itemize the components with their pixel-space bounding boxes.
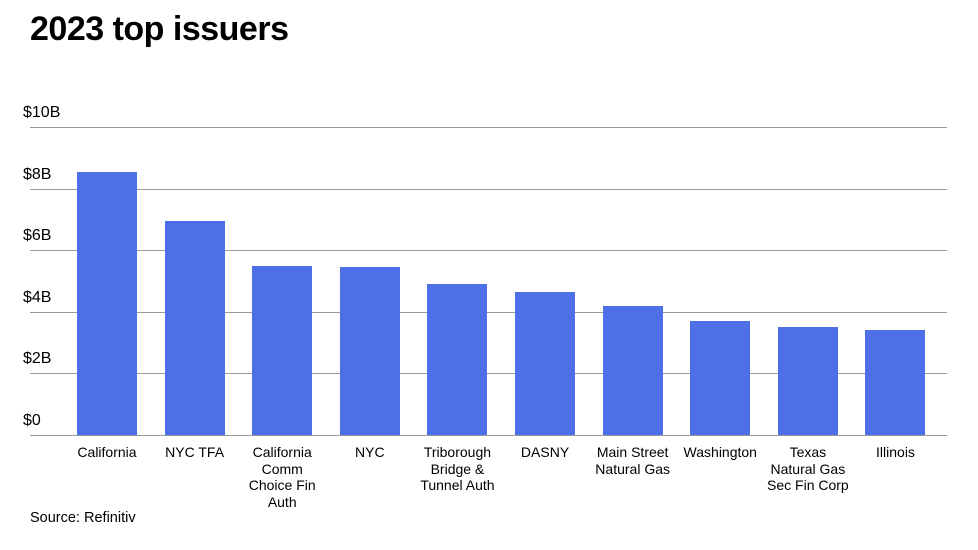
x-tick-label: NYC — [355, 444, 385, 460]
bar — [427, 284, 488, 435]
y-tick-label: $2B — [23, 350, 52, 368]
x-tick-label: Main Street Natural Gas — [595, 444, 670, 477]
gridline — [30, 435, 947, 436]
bar — [77, 171, 137, 435]
bar — [602, 305, 663, 435]
y-tick-label: $8B — [23, 165, 52, 183]
x-tick-label: California Comm Choice Fin Auth — [248, 444, 316, 510]
chart-title: 2023 top issuers — [30, 10, 289, 48]
gridline — [30, 188, 947, 190]
bar — [690, 321, 751, 435]
bar — [339, 267, 400, 435]
x-tick-label: California — [77, 444, 137, 460]
gridline — [30, 311, 947, 313]
y-tick-label: $10B — [23, 104, 61, 121]
bar — [777, 327, 838, 435]
x-tick-label: DASNY — [520, 444, 570, 460]
x-tick-label: NYC TFA — [165, 444, 225, 460]
gridline — [30, 250, 947, 252]
bar — [515, 291, 576, 435]
x-tick-label: Washington — [683, 444, 757, 460]
gridline — [30, 373, 947, 375]
y-tick-label: $0 — [23, 412, 41, 429]
source-note: Source: Refinitiv — [30, 510, 136, 526]
bar — [252, 265, 313, 435]
y-tick-label: $6B — [23, 227, 52, 245]
x-tick-label: Triborough Bridge & Tunnel Auth — [420, 444, 495, 493]
bar — [865, 330, 926, 435]
x-tick-label: Texas Natural Gas Sec Fin Corp — [767, 444, 849, 493]
x-tick-label: Illinois — [876, 444, 915, 460]
gridline — [30, 127, 947, 128]
bar — [164, 220, 225, 435]
y-tick-label: $4B — [23, 288, 52, 306]
